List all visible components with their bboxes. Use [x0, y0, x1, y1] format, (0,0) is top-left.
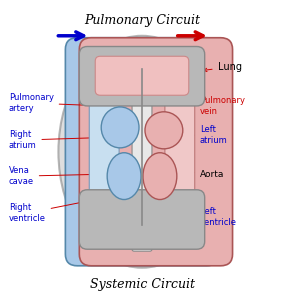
- FancyBboxPatch shape: [89, 74, 119, 230]
- Text: Right
atrium: Right atrium: [9, 130, 111, 150]
- Text: Vena
cavae: Vena cavae: [9, 166, 101, 186]
- FancyBboxPatch shape: [79, 190, 205, 249]
- Text: Left
ventricle: Left ventricle: [178, 197, 237, 227]
- Ellipse shape: [107, 153, 141, 200]
- FancyBboxPatch shape: [132, 52, 152, 251]
- Ellipse shape: [143, 153, 177, 200]
- Text: Aorta: Aorta: [186, 170, 224, 179]
- FancyBboxPatch shape: [79, 46, 205, 106]
- Text: Pulmonary
artery: Pulmonary artery: [9, 93, 101, 113]
- Text: Left
atrium: Left atrium: [174, 126, 227, 145]
- Text: Pulmonary
vein: Pulmonary vein: [186, 96, 245, 116]
- FancyBboxPatch shape: [79, 38, 233, 266]
- FancyBboxPatch shape: [65, 38, 219, 266]
- FancyBboxPatch shape: [95, 56, 189, 95]
- Text: Systemic Circuit: Systemic Circuit: [89, 278, 195, 291]
- Text: Lung: Lung: [204, 62, 242, 72]
- Ellipse shape: [101, 107, 139, 148]
- Ellipse shape: [59, 36, 225, 268]
- Text: Right
ventricle: Right ventricle: [9, 196, 111, 223]
- Ellipse shape: [145, 112, 183, 149]
- FancyBboxPatch shape: [165, 74, 195, 230]
- Text: Pulmonary Circuit: Pulmonary Circuit: [84, 14, 200, 27]
